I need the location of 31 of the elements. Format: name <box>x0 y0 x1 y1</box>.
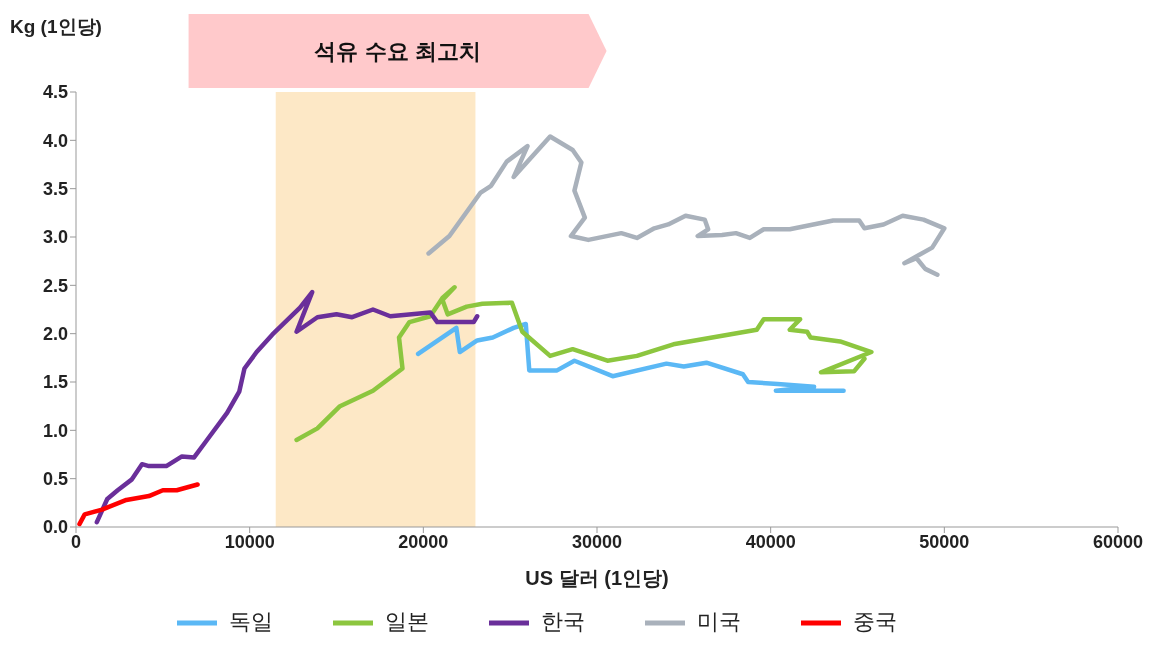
legend-label: 미국 <box>697 608 741 634</box>
legend-label: 일본 <box>385 608 429 634</box>
legend-label: 한국 <box>541 608 585 634</box>
y-tick-label: 4.5 <box>42 82 68 103</box>
y-tick-label: 3.5 <box>42 179 68 200</box>
x-tick-label: 0 <box>70 531 82 552</box>
line-series <box>415 321 846 393</box>
y-tick-label: 2.0 <box>42 324 68 345</box>
y-tick-label: 4.0 <box>42 130 68 151</box>
y-tick-label: 0.0 <box>42 517 68 538</box>
line-series <box>426 134 947 277</box>
x-tick-label: 10000 <box>224 531 275 552</box>
line-series <box>94 289 480 525</box>
x-axis-title: US 달러 (1인당) <box>525 567 669 589</box>
x-tick-label: 50000 <box>919 531 970 552</box>
y-tick-label: 3.0 <box>42 227 68 248</box>
y-axis-title: Kg (1인당) <box>10 15 102 39</box>
y-tick-label: 0.5 <box>42 469 68 490</box>
y-tick-label: 2.5 <box>42 275 68 296</box>
line-series <box>77 482 200 527</box>
line-series <box>294 285 874 443</box>
legend-label: 독일 <box>229 608 273 634</box>
x-tick-label: 60000 <box>1092 531 1144 552</box>
x-tick-label: 30000 <box>571 531 623 552</box>
legend-label: 중국 <box>853 608 897 634</box>
y-tick-label: 1.0 <box>42 420 68 441</box>
x-tick-label: 20000 <box>398 531 449 552</box>
band-label: 석유 수요 최고치 <box>314 39 481 64</box>
y-tick-label: 1.5 <box>42 372 68 393</box>
x-tick-label: 40000 <box>745 531 796 552</box>
arrow-banner: 석유 수요 최고치 <box>188 14 607 88</box>
